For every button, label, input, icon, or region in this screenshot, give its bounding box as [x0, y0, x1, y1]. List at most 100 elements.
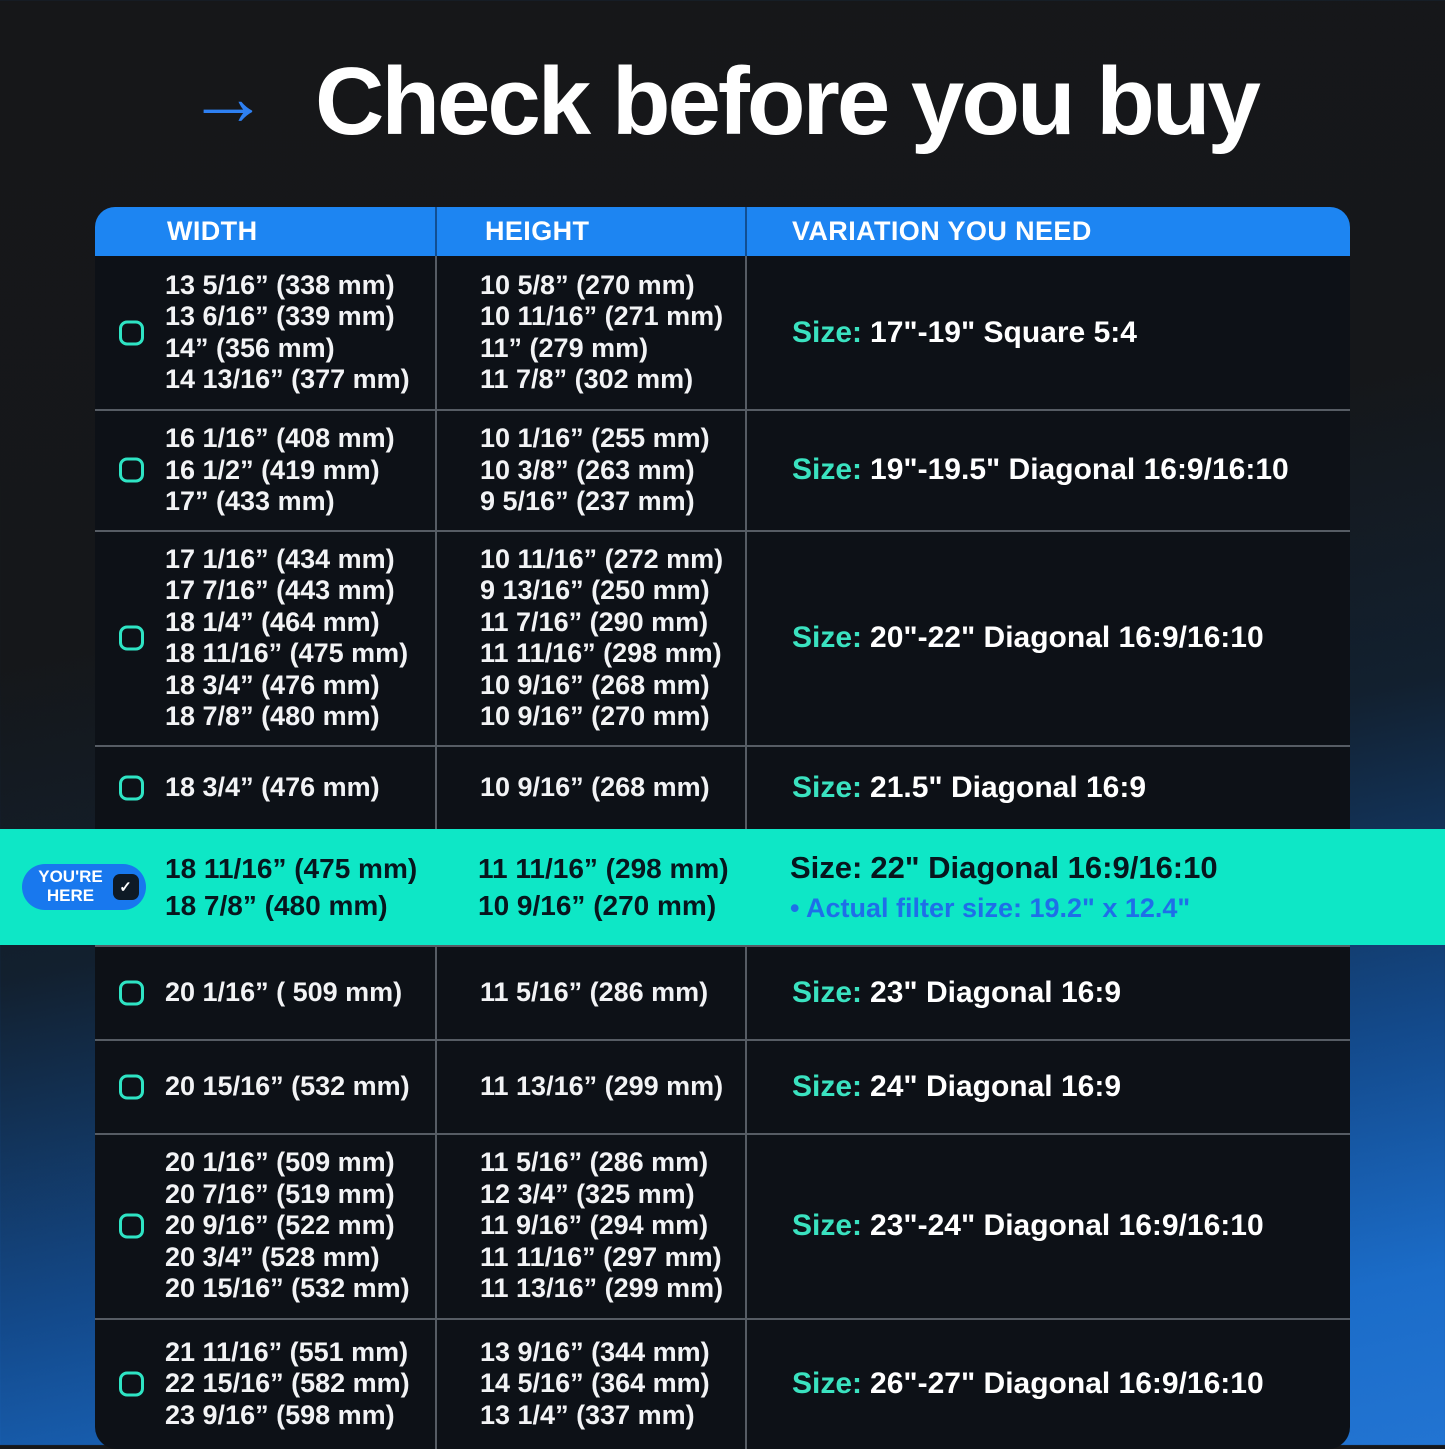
variation-value: 24" Diagonal 16:9 [870, 1069, 1122, 1103]
variation-cell: Size: 24" Diagonal 16:9 [745, 1040, 1350, 1133]
size-label: Size: [790, 849, 863, 885]
size-label: Size: [792, 1209, 863, 1242]
variation-line: Size: 17"-19" Square 5:4 [792, 316, 1350, 350]
height-cell: 10 1/16” (255 mm) 10 3/8” (263 mm) 9 5/16”… [435, 411, 745, 530]
height-value: 14 5/16” (364 mm) [480, 1368, 710, 1399]
table-row: 20 1/16” ( 509 mm) 11 5/16” (286 mm) Siz… [95, 944, 1350, 1039]
width-value: 16 1/2” (419 mm) [165, 454, 380, 485]
checkbox-icon[interactable] [119, 625, 144, 651]
variation-cell: Size: 23" Diagonal 16:9 [745, 946, 1350, 1039]
table-row: 20 15/16” (532 mm) 11 13/16” (299 mm) Si… [95, 1038, 1350, 1133]
height-value: 11 9/16” (294 mm) [480, 1210, 709, 1241]
width-value: 18 1/4” (464 mm) [165, 606, 380, 637]
height-values: 10 9/16” (268 mm) [480, 772, 745, 804]
variation-line: Size: 26"-27" Diagonal 16:9/16:10 [792, 1367, 1350, 1401]
width-cell: 16 1/16” (408 mm) 16 1/2” (419 mm) 17” (43… [95, 411, 435, 530]
table-row: 13 5/16” (338 mm) 13 6/16” (339 mm) 14” (3… [95, 256, 1350, 409]
variation-value: 21.5" Diagonal 16:9 [870, 770, 1147, 804]
width-values: 18 3/4” (476 mm) [165, 772, 435, 804]
table-row: 17 1/16” (434 mm) 17 7/16” (443 mm) 18 1/4… [95, 529, 1350, 745]
width-values: 20 1/16” (509 mm) 20 7/16” (519 mm) 20 9/1… [165, 1147, 435, 1305]
height-values: 11 13/16” (299 mm) [480, 1071, 745, 1103]
width-value: 20 15/16” (532 mm) [165, 1273, 410, 1304]
width-value: 14 13/16” (377 mm) [165, 364, 410, 394]
size-label: Size: [792, 770, 863, 804]
variation-line: Size: 23" Diagonal 16:9 [792, 976, 1350, 1010]
width-values: 16 1/16” (408 mm) 16 1/2” (419 mm) 17” (43… [165, 423, 435, 518]
height-value: 12 3/4” (325 mm) [480, 1178, 695, 1209]
height-value: 9 5/16” (237 mm) [480, 486, 695, 516]
variation-line: Size: 20"-22" Diagonal 16:9/16:10 [792, 621, 1350, 655]
arrow-right-icon: → [187, 52, 270, 143]
height-value: 11” (279 mm) [480, 332, 649, 363]
width-value: 18 7/8” (480 mm) [165, 889, 388, 921]
height-value: 10 11/16” (272 mm) [480, 543, 724, 574]
column-header-variation: VARIATION YOU NEED [745, 207, 1350, 256]
variation-cell: Size: 19"-19.5" Diagonal 16:9/16:10 [745, 411, 1350, 530]
variation-value: 26"-27" Diagonal 16:9/16:10 [870, 1367, 1264, 1400]
width-value: 20 9/16” (522 mm) [165, 1210, 395, 1241]
height-values: 13 9/16” (344 mm) 14 5/16” (364 mm) 13 1/4… [480, 1337, 745, 1432]
width-value: 23 9/16” (598 mm) [165, 1399, 395, 1430]
width-value: 17 7/16” (443 mm) [165, 575, 395, 605]
height-value: 9 13/16” (250 mm) [480, 575, 710, 605]
width-value: 17 1/16” (434 mm) [165, 543, 395, 574]
width-value: 20 1/16” (509 mm) [165, 1147, 395, 1178]
height-value: 10 11/16” (271 mm) [480, 301, 724, 331]
width-cell: YOU'RE HERE ✓ 18 11/16” (475 mm) 18 7/8” … [22, 829, 435, 945]
height-value: 11 7/8” (302 mm) [480, 364, 694, 394]
height-value: 10 9/16” (270 mm) [480, 701, 710, 731]
height-value: 11 11/16” (298 mm) [480, 638, 722, 668]
checkbox-icon[interactable] [119, 775, 144, 800]
variation-line: Size: 24" Diagonal 16:9 [792, 1070, 1350, 1104]
height-cell: 10 5/8” (270 mm) 10 11/16” (271 mm) 11” (2… [435, 256, 745, 409]
variation-cell: Size: 21.5" Diagonal 16:9 [745, 746, 1350, 829]
variation-line: Size: 19"-19.5" Diagonal 16:9/16:10 [792, 453, 1350, 487]
variation-line: Size: 22" Diagonal 16:9/16:10 [790, 850, 1350, 886]
size-table: WIDTH HEIGHT VARIATION YOU NEED 13 5/16”… [0, 207, 1445, 1449]
height-cell: 10 11/16” (272 mm) 9 13/16” (250 mm) 11 7/… [435, 531, 745, 745]
table-body: 13 5/16” (338 mm) 13 6/16” (339 mm) 14” (3… [0, 256, 1445, 1449]
table-row: 18 3/4” (476 mm) 10 9/16” (268 mm) Size:… [95, 744, 1350, 829]
width-cell: 21 11/16” (551 mm) 22 15/16” (582 mm) 23 9… [95, 1320, 435, 1449]
height-value: 11 11/16” (298 mm) [478, 852, 729, 884]
youre-here-badge: YOU'RE HERE ✓ [22, 863, 146, 910]
table-row: YOU'RE HERE ✓ 18 11/16” (475 mm) 18 7/8” … [0, 828, 1445, 945]
height-value: 10 9/16” (268 mm) [480, 669, 710, 700]
badge-label: YOU'RE HERE [38, 867, 103, 905]
height-values: 10 1/16” (255 mm) 10 3/8” (263 mm) 9 5/16”… [480, 423, 745, 518]
checkbox-icon[interactable] [119, 1074, 144, 1099]
width-value: 18 3/4” (476 mm) [165, 669, 380, 700]
height-values: 11 5/16” (286 mm) [480, 977, 745, 1009]
height-value: 11 5/16” (286 mm) [480, 1147, 709, 1178]
variation-value: 23"-24" Diagonal 16:9/16:10 [870, 1209, 1264, 1242]
width-values: 13 5/16” (338 mm) 13 6/16” (339 mm) 14” (3… [165, 270, 435, 396]
table-header: WIDTH HEIGHT VARIATION YOU NEED [95, 207, 1350, 256]
width-value: 20 7/16” (519 mm) [165, 1178, 395, 1209]
column-header-width: WIDTH [167, 216, 258, 246]
height-value: 11 13/16” (299 mm) [480, 1070, 724, 1101]
height-cell: 11 13/16” (299 mm) [435, 1040, 745, 1133]
checkbox-icon[interactable] [119, 1213, 144, 1239]
page-title: Check before you buy [315, 48, 1261, 155]
size-label: Size: [792, 315, 863, 349]
variation-value: 17"-19" Square 5:4 [870, 315, 1137, 349]
width-cell: 17 1/16” (434 mm) 17 7/16” (443 mm) 18 1/4… [95, 532, 435, 745]
height-cell: 11 5/16” (286 mm) [435, 946, 745, 1039]
height-value: 11 7/16” (290 mm) [480, 606, 709, 637]
width-values: 17 1/16” (434 mm) 17 7/16” (443 mm) 18 1/4… [165, 544, 435, 733]
variation-value: 23" Diagonal 16:9 [870, 975, 1122, 1009]
width-value: 13 5/16” (338 mm) [165, 269, 395, 300]
height-values: 10 11/16” (272 mm) 9 13/16” (250 mm) 11 7/… [480, 544, 745, 733]
checkbox-icon[interactable] [119, 980, 144, 1005]
table-row: 20 1/16” (509 mm) 20 7/16” (519 mm) 20 9/1… [95, 1132, 1350, 1318]
size-label: Size: [792, 1069, 863, 1103]
checkbox-icon[interactable] [119, 457, 144, 483]
height-values: 10 5/8” (270 mm) 10 11/16” (271 mm) 11” (2… [480, 270, 745, 396]
filter-size-note: • Actual filter size: 19.2" x 12.4" [790, 892, 1191, 923]
variation-cell: Size: 22" Diagonal 16:9/16:10 • Actual fi… [745, 829, 1350, 945]
variation-cell: Size: 23"-24" Diagonal 16:9/16:10 [745, 1134, 1350, 1318]
checkbox-icon[interactable] [119, 320, 144, 345]
checkbox-icon[interactable] [119, 1371, 144, 1397]
height-cell: 13 9/16” (344 mm) 14 5/16” (364 mm) 13 1/4… [435, 1319, 745, 1449]
